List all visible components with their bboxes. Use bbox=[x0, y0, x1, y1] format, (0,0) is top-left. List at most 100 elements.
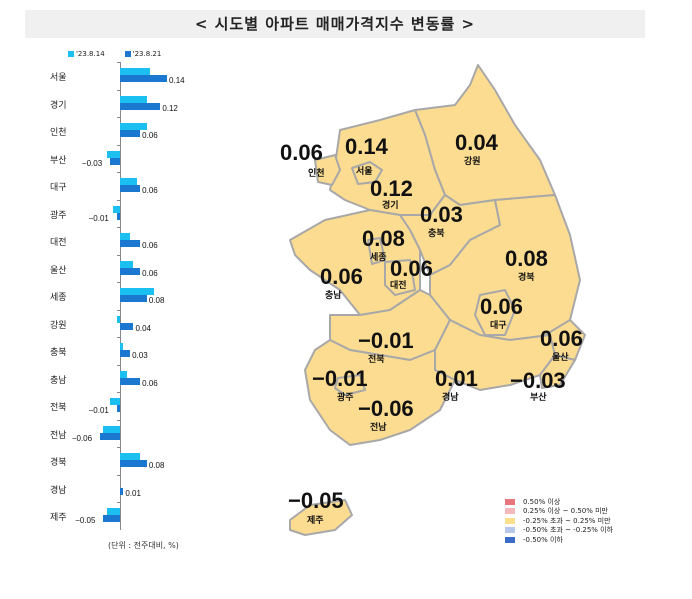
region-value: 0.14 bbox=[345, 134, 388, 159]
region-name: 인천 bbox=[308, 169, 325, 179]
legend-label: -0.25% 초과 ~ 0.25% 미만 bbox=[523, 516, 611, 525]
bar-row: 제주 −0.05 bbox=[30, 502, 230, 530]
data-label: −0.01 bbox=[88, 406, 109, 415]
region-daegu bbox=[474, 289, 516, 336]
category-label: 강원 bbox=[50, 320, 67, 331]
category-label: 대전 bbox=[50, 238, 67, 248]
bar-row: 강원 0.04 bbox=[30, 309, 230, 338]
axis-tick bbox=[117, 117, 120, 118]
region-value: 0.03 bbox=[420, 202, 463, 227]
bar-prev bbox=[120, 95, 147, 103]
category-label: 충북 bbox=[50, 348, 67, 358]
axis-tick bbox=[117, 172, 120, 173]
korea-map: 0.06 인천 0.14 서울 0.12 경기 0.04 강원 0.03 충북 0.08 세종 0.06… bbox=[270, 50, 630, 550]
category-label: 세종 bbox=[50, 293, 67, 303]
bar-prev bbox=[120, 123, 147, 130]
region-value: 0.12 bbox=[370, 176, 413, 201]
legend-label: -0.50% 이하 bbox=[523, 535, 563, 544]
bar-row: 광주 −0.01 bbox=[30, 199, 230, 228]
bar-prev bbox=[120, 178, 137, 185]
region-value: 0.06 bbox=[390, 256, 433, 281]
bar-row: 대전 0.06 bbox=[30, 227, 230, 255]
axis-tick bbox=[117, 474, 120, 476]
region-name: 대전 bbox=[390, 281, 407, 291]
map-legend: 0.50% 이상 0.25% 이상 ~ 0.50% 미만 -0.25% 초과 ~ 0… bbox=[505, 497, 613, 545]
legend-label-cur: '23.8.21 bbox=[132, 50, 162, 58]
region-name: 광주 bbox=[337, 393, 354, 403]
bar-row: 충북 0.03 bbox=[30, 337, 230, 365]
bar-cur bbox=[120, 487, 124, 495]
data-label: 0.08 bbox=[148, 461, 165, 470]
bar-row: 충남 0.06 bbox=[30, 364, 230, 393]
region-jeonnam bbox=[304, 339, 456, 446]
region-name: 부산 bbox=[530, 393, 547, 403]
legend-swatch-prev bbox=[68, 51, 74, 57]
region-daejeon bbox=[384, 259, 416, 296]
region-name: 전북 bbox=[368, 355, 385, 365]
category-label: 서울 bbox=[50, 73, 67, 83]
map-legend-item: -0.50% 초과 ~ -0.25% 이하 bbox=[505, 526, 613, 536]
data-label: 0.14 bbox=[169, 76, 185, 85]
category-label: 경남 bbox=[50, 485, 67, 496]
bar-cur bbox=[120, 102, 161, 110]
legend-swatch bbox=[505, 517, 515, 524]
data-label: 0.08 bbox=[148, 296, 165, 305]
region-name: 충남 bbox=[325, 291, 342, 301]
region-incheon bbox=[314, 154, 341, 186]
bar-row: 인천 0.06 bbox=[30, 117, 230, 145]
bar-cur bbox=[120, 322, 134, 330]
region-gwangju bbox=[334, 374, 366, 396]
bar-prev bbox=[120, 68, 151, 75]
region-value: 0.06 bbox=[320, 264, 363, 289]
page-title: < 시도별 아파트 매매가격지수 변동률 > bbox=[25, 10, 645, 38]
legend-swatch bbox=[505, 527, 515, 534]
legend-item-prev: '23.8.14 bbox=[68, 50, 105, 58]
data-label: 0.06 bbox=[142, 268, 158, 278]
data-label: −0.01 bbox=[88, 213, 109, 223]
legend-swatch-cur bbox=[124, 51, 131, 57]
legend-item-cur: '23.8.21 bbox=[124, 50, 162, 58]
data-label: 0.04 bbox=[135, 323, 152, 333]
bar-prev bbox=[103, 425, 120, 433]
axis-tick bbox=[117, 447, 120, 448]
category-label: 부산 bbox=[50, 155, 67, 166]
unit-note: (단위 : 전주대비, %) bbox=[108, 541, 179, 550]
axis-tick bbox=[117, 364, 120, 366]
region-name: 세종 bbox=[370, 253, 387, 263]
category-label: 인천 bbox=[50, 128, 67, 138]
legend-label: 0.25% 이상 ~ 0.50% 미만 bbox=[523, 507, 609, 516]
bar-prev bbox=[109, 398, 120, 405]
axis-tick bbox=[117, 144, 120, 146]
region-sejong bbox=[367, 237, 386, 265]
axis-tick bbox=[117, 419, 120, 421]
region-value: −0.06 bbox=[358, 396, 414, 421]
bar-row: 울산 0.06 bbox=[30, 254, 230, 283]
legend-swatch bbox=[505, 508, 515, 515]
data-label: −0.05 bbox=[75, 516, 96, 525]
bar-row: 부산 −0.03 bbox=[30, 144, 230, 173]
data-label: 0.06 bbox=[142, 378, 158, 388]
bar-cur bbox=[116, 212, 120, 220]
data-label: 0.06 bbox=[142, 241, 158, 250]
bar-cur bbox=[120, 267, 141, 275]
axis-tick bbox=[117, 89, 120, 91]
bar-row: 대구 0.06 bbox=[30, 172, 230, 200]
bar-prev bbox=[113, 205, 120, 213]
region-name: 제주 bbox=[307, 516, 324, 526]
category-label: 울산 bbox=[50, 265, 67, 276]
bar-cur bbox=[120, 240, 141, 247]
legend-swatch bbox=[505, 498, 515, 505]
bar-cur bbox=[103, 515, 120, 522]
category-label: 전북 bbox=[50, 403, 67, 413]
data-label: 0.06 bbox=[142, 131, 158, 140]
region-name: 경남 bbox=[442, 393, 459, 403]
region-name: 서울 bbox=[356, 167, 373, 177]
region-busan bbox=[539, 354, 576, 389]
region-name: 경북 bbox=[518, 273, 535, 283]
map-legend-item: -0.50% 이하 bbox=[505, 535, 613, 545]
data-label: 0.01 bbox=[125, 488, 141, 498]
bar-prev bbox=[106, 508, 120, 515]
region-value: 0.06 bbox=[280, 140, 323, 165]
bar-chart: 서울 0.14 경기 0.12 인천 0.06 부산 −0.03 대구 0.06 광주 −0.01 대전… bbox=[30, 62, 230, 532]
map-legend-item: 0.50% 이상 bbox=[505, 497, 613, 507]
